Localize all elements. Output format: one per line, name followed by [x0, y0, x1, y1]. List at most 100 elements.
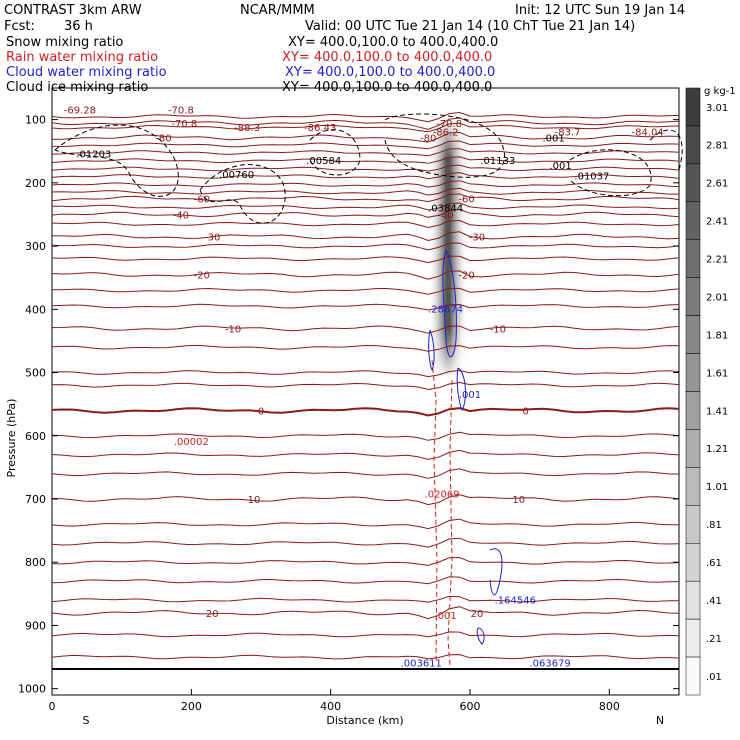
- colorbar-label: 3.01: [706, 103, 728, 114]
- snow-contour: [54, 124, 179, 197]
- isotherm-line: [51, 193, 680, 203]
- contour-annotation: .03844: [428, 203, 463, 214]
- isotherm-line: [51, 407, 680, 417]
- isotherm-line-minor: [51, 187, 679, 196]
- contour-decor-group: [54, 113, 683, 666]
- contour-annotation: .063679: [529, 659, 570, 670]
- contour-annotation: .001: [542, 134, 564, 145]
- legend-snow-xy: XY= 400.0,100.0 to 400.0,400.0: [288, 35, 498, 50]
- y-tick-label: 900: [25, 619, 46, 632]
- x-tick-label: 800: [599, 700, 620, 713]
- isotherm-line-minor: [51, 303, 680, 311]
- isotherm-label: -70.8: [171, 119, 197, 130]
- contour-annotation: .01203: [76, 150, 111, 161]
- contour-annotation: -83.7: [555, 127, 581, 138]
- colorbar-swatch: [685, 125, 701, 165]
- isotherm-label: -70.8: [436, 119, 462, 130]
- contour-annotation: -84.04: [632, 127, 664, 138]
- legend-rain-xy: XY= 400.0,100.0 to 400.0,400.0: [282, 50, 492, 65]
- isotherm-label: 10: [512, 495, 525, 506]
- colorbar-label: .01: [706, 672, 722, 683]
- snow-contour: [384, 113, 506, 178]
- isotherm-label: -20: [194, 271, 210, 282]
- colorbar-swatch: [685, 467, 701, 506]
- isotherm-line: [51, 325, 680, 334]
- forecast-value: 36 h: [64, 19, 93, 34]
- colorbar-swatch: [685, 353, 701, 392]
- isotherm-line-minor: [51, 576, 680, 585]
- valid-time: Valid: 00 UTC Tue 21 Jan 14 (10 ChT Tue …: [305, 19, 635, 34]
- colorbar-label: 2.01: [706, 292, 728, 303]
- isotherm-label: -10: [490, 324, 506, 335]
- contour-annotation: -70.8: [168, 105, 194, 116]
- cloud-water-contour: [442, 249, 457, 358]
- contour-annotation: -69.28: [64, 105, 96, 116]
- y-axis-title: Pressure (hPa): [5, 399, 18, 478]
- isotherm-label: -80: [420, 133, 436, 144]
- isotherm-line: [51, 208, 680, 218]
- north-label: N: [656, 714, 664, 727]
- isotherm-label: 0: [258, 406, 264, 417]
- model-title: CONTRAST 3km ARW: [4, 3, 142, 18]
- isotherm-line-minor: [51, 449, 680, 460]
- isotherm-line-minor: [51, 654, 680, 660]
- contour-annotation: .001: [434, 611, 456, 622]
- isotherm-label: -60: [458, 195, 474, 206]
- isotherm-line-minor: [51, 122, 680, 133]
- isotherm-line-minor: [51, 595, 679, 603]
- x-axis-title: Distance (km): [326, 714, 403, 727]
- colorbar-swatch: [685, 391, 701, 430]
- isotherm-label: -80: [155, 133, 171, 144]
- colorbar-label: 1.81: [706, 330, 728, 341]
- isotherm-line-minor: [51, 164, 680, 172]
- isotherm-line-minor: [52, 287, 680, 295]
- cloud-water-contour: [428, 329, 435, 372]
- isotherm-line-minor: [51, 140, 680, 150]
- contour-annotation: .003611: [401, 659, 442, 670]
- colorbar-swatch: [685, 429, 701, 468]
- isotherm-line-minor: [51, 344, 680, 352]
- colorbar-swatch: [685, 543, 701, 582]
- isotherm-line-minor: [51, 148, 680, 157]
- colorbar-swatch: [685, 201, 701, 240]
- cloud-water-contour: [456, 367, 466, 412]
- contour-annotation: .02069: [425, 490, 460, 501]
- plot-frame: [51, 87, 680, 696]
- colorbar-swatch: [685, 163, 701, 203]
- isotherm-line: [51, 606, 680, 620]
- contour-annotation: .01037: [574, 172, 609, 183]
- colorbar: 3.01 2.81 2.61 2.41 2.21 2.01 1.81 1.61 1.41 1.21…: [685, 87, 728, 696]
- rain-contour: [431, 359, 438, 661]
- isotherm-group: -70.8 -70.8-80 -80-60 -60-40 -40-30 -30-20 -20…: [51, 111, 680, 660]
- x-tick-label: 400: [320, 700, 341, 713]
- cloud-water-contour: [476, 627, 485, 645]
- y-tick-label: 100: [25, 114, 46, 127]
- colorbar-label: 2.61: [706, 179, 728, 190]
- contour-annotation: .001: [459, 390, 481, 401]
- isotherm-line-minor: [51, 202, 680, 211]
- contour-annotation: .28674: [428, 304, 463, 315]
- contour-annotation: .01133: [480, 156, 515, 167]
- legend-rain-name: Rain water mixing ratio: [6, 50, 158, 65]
- rain-contour: [447, 379, 453, 666]
- isotherm-line-minor: [51, 468, 680, 479]
- isotherm-line-minor: [51, 156, 680, 164]
- isotherm-line: [51, 270, 680, 280]
- isotherm-line-minor: [51, 431, 680, 441]
- x-tick-label: 200: [181, 700, 202, 713]
- colorbar-label: .81: [706, 520, 722, 531]
- legend-cloudwater-name: Cloud water mixing ratio: [6, 65, 167, 80]
- snow-contour: [199, 164, 286, 224]
- isotherm-line-minor: [51, 631, 680, 638]
- contour-annotation: .001: [549, 161, 571, 172]
- colorbar-unit: g kg-1: [704, 86, 736, 97]
- colorbar-label: 1.01: [706, 482, 728, 493]
- snow-contour: [649, 129, 683, 171]
- x-tick-label: 600: [460, 700, 481, 713]
- isotherm-line: [51, 494, 680, 506]
- contour-annotation: -86.2: [433, 127, 459, 138]
- isotherm-line-minor: [51, 255, 680, 264]
- colorbar-swatch: [685, 87, 701, 127]
- colorbar-swatch: [685, 277, 701, 316]
